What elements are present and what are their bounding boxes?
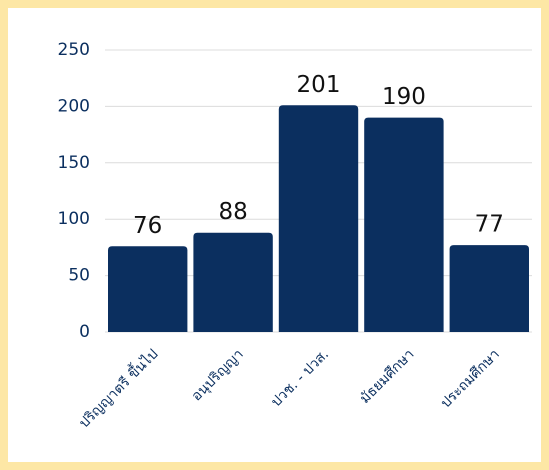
value-label: 190 (382, 84, 426, 110)
marks (108, 105, 529, 333)
bar (108, 246, 188, 332)
bar (449, 245, 529, 332)
y-tick-label: 100 (58, 209, 90, 229)
y-tick-label: 200 (58, 96, 90, 116)
bar (364, 117, 444, 333)
bar (278, 105, 359, 332)
y-tick-label: 0 (79, 322, 90, 342)
y-tick-label: 250 (58, 40, 90, 60)
y-tick-label: 150 (58, 153, 90, 173)
value-label: 77 (475, 212, 504, 238)
value-label: 201 (297, 72, 341, 98)
value-label: 88 (218, 199, 247, 225)
bar (193, 232, 273, 332)
value-label: 76 (133, 213, 162, 239)
y-tick-label: 50 (68, 266, 90, 286)
